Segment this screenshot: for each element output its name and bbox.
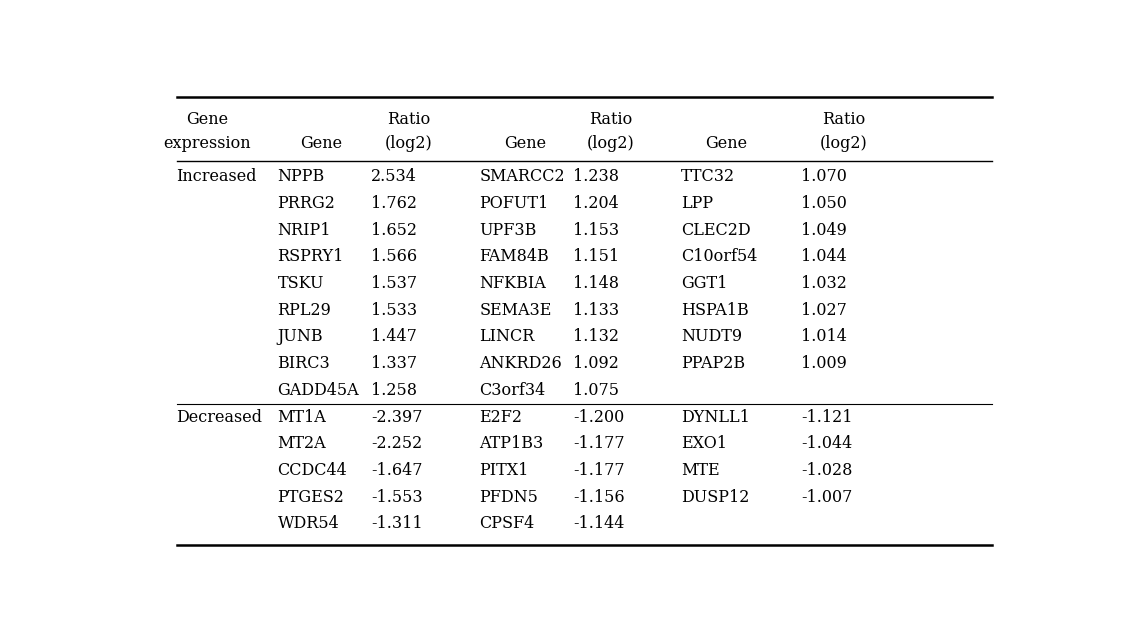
Text: 1.151: 1.151 [573,249,619,265]
Text: NFKBIA: NFKBIA [479,275,546,292]
Text: ANKRD26: ANKRD26 [479,355,561,372]
Text: PPAP2B: PPAP2B [681,355,745,372]
Text: (log2): (log2) [385,135,432,152]
Text: MT2A: MT2A [277,435,326,452]
Text: 1.204: 1.204 [573,195,619,212]
Text: -1.311: -1.311 [371,515,423,532]
Text: 1.447: 1.447 [371,329,418,346]
Text: 1.032: 1.032 [801,275,847,292]
Text: PITX1: PITX1 [479,462,529,479]
Text: -2.252: -2.252 [371,435,422,452]
Text: 1.566: 1.566 [371,249,418,265]
Text: DYNLL1: DYNLL1 [681,409,749,426]
Text: GADD45A: GADD45A [277,382,359,399]
Text: RSPRY1: RSPRY1 [277,249,344,265]
Text: MTE: MTE [681,462,720,479]
Text: (log2): (log2) [820,135,867,152]
Text: EXO1: EXO1 [681,435,727,452]
Text: 1.049: 1.049 [801,222,847,239]
Text: -1.177: -1.177 [573,462,625,479]
Text: JUNB: JUNB [277,329,323,346]
Text: 1.070: 1.070 [801,168,847,185]
Text: 1.762: 1.762 [371,195,418,212]
Text: WDR54: WDR54 [277,515,340,532]
Text: 1.044: 1.044 [801,249,847,265]
Text: PFDN5: PFDN5 [479,488,538,506]
Text: 1.258: 1.258 [371,382,418,399]
Text: TTC32: TTC32 [681,168,735,185]
Text: CPSF4: CPSF4 [479,515,534,532]
Text: 1.652: 1.652 [371,222,418,239]
Text: ATP1B3: ATP1B3 [479,435,543,452]
Text: 1.009: 1.009 [801,355,847,372]
Text: 2.534: 2.534 [371,168,418,185]
Text: NPPB: NPPB [277,168,325,185]
Text: PRRG2: PRRG2 [277,195,335,212]
Text: UPF3B: UPF3B [479,222,537,239]
Text: 1.050: 1.050 [801,195,847,212]
Text: 1.014: 1.014 [801,329,847,346]
Text: Gene: Gene [300,135,342,152]
Text: 1.533: 1.533 [371,302,418,319]
Text: POFUT1: POFUT1 [479,195,549,212]
Text: -1.200: -1.200 [573,409,625,426]
Text: 1.075: 1.075 [573,382,619,399]
Text: HSPA1B: HSPA1B [681,302,748,319]
Text: -2.397: -2.397 [371,409,423,426]
Text: TSKU: TSKU [277,275,324,292]
Text: 1.092: 1.092 [573,355,619,372]
Text: SEMA3E: SEMA3E [479,302,551,319]
Text: 1.148: 1.148 [573,275,619,292]
Text: -1.121: -1.121 [801,409,852,426]
Text: LPP: LPP [681,195,713,212]
Text: RPL29: RPL29 [277,302,332,319]
Text: -1.144: -1.144 [573,515,625,532]
Text: -1.647: -1.647 [371,462,423,479]
Text: -1.044: -1.044 [801,435,852,452]
Text: GGT1: GGT1 [681,275,728,292]
Text: SMARCC2: SMARCC2 [479,168,565,185]
Text: -1.028: -1.028 [801,462,852,479]
Text: 1.337: 1.337 [371,355,418,372]
Text: Ratio: Ratio [822,111,865,128]
Text: Gene: Gene [705,135,748,152]
Text: Increased: Increased [177,168,257,185]
Text: C10orf54: C10orf54 [681,249,757,265]
Text: FAM84B: FAM84B [479,249,549,265]
Text: PTGES2: PTGES2 [277,488,344,506]
Text: Gene: Gene [504,135,546,152]
Text: Ratio: Ratio [590,111,633,128]
Text: -1.156: -1.156 [573,488,625,506]
Text: BIRC3: BIRC3 [277,355,331,372]
Text: 1.133: 1.133 [573,302,619,319]
Text: Ratio: Ratio [387,111,430,128]
Text: -1.553: -1.553 [371,488,423,506]
Text: -1.177: -1.177 [573,435,625,452]
Text: C3orf34: C3orf34 [479,382,546,399]
Text: 1.027: 1.027 [801,302,847,319]
Text: (log2): (log2) [588,135,635,152]
Text: CLEC2D: CLEC2D [681,222,751,239]
Text: 1.132: 1.132 [573,329,619,346]
Text: Decreased: Decreased [177,409,263,426]
Text: CCDC44: CCDC44 [277,462,348,479]
Text: 1.537: 1.537 [371,275,418,292]
Text: Gene: Gene [187,111,229,128]
Text: E2F2: E2F2 [479,409,522,426]
Text: NUDT9: NUDT9 [681,329,743,346]
Text: 1.153: 1.153 [573,222,619,239]
Text: -1.007: -1.007 [801,488,852,506]
Text: LINCR: LINCR [479,329,534,346]
Text: NRIP1: NRIP1 [277,222,331,239]
Text: expression: expression [163,135,251,152]
Text: DUSP12: DUSP12 [681,488,749,506]
Text: MT1A: MT1A [277,409,326,426]
Text: 1.238: 1.238 [573,168,619,185]
